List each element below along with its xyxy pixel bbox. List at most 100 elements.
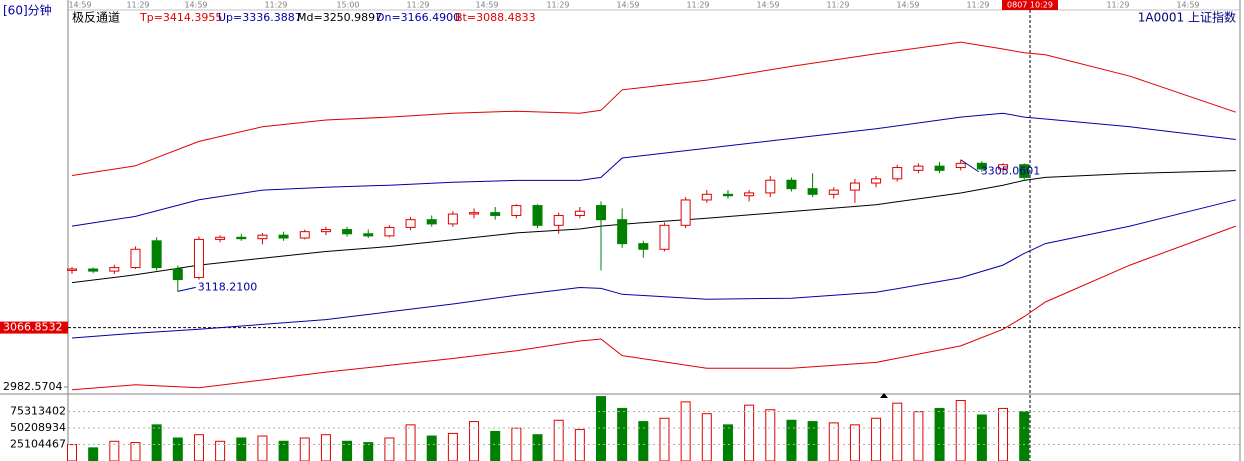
- x-tick-label: 14:59: [1176, 1, 1199, 10]
- volume-bar: [596, 396, 606, 461]
- y-tick-label: 3066.8532: [3, 321, 63, 334]
- cursor-time-box: [1002, 0, 1058, 10]
- volume-bar: [871, 417, 882, 461]
- candle-body: [130, 248, 141, 269]
- candle-body: [215, 236, 226, 240]
- legend-entry: Bt=3088.4833: [455, 11, 536, 24]
- candle-body: [786, 179, 797, 190]
- volume-bar: [765, 409, 776, 461]
- legend-entry: Md=3250.9897: [297, 11, 382, 24]
- annotation-line: [960, 159, 979, 173]
- volume-bar: [934, 407, 945, 461]
- volume-bar: [193, 434, 204, 461]
- candle-body: [596, 205, 606, 221]
- candle-body: [426, 219, 437, 225]
- y-tick-label: 25104467: [10, 438, 66, 451]
- x-tick-label: 11:29: [546, 1, 569, 10]
- legend-entry: Up=3336.3887: [218, 11, 302, 24]
- volume-bar: [257, 435, 268, 461]
- candle-body: [67, 268, 77, 271]
- volume-bar: [786, 419, 797, 461]
- candle-body: [913, 165, 924, 171]
- candle-body: [1019, 164, 1030, 178]
- indicator-name: 极反通道: [72, 11, 120, 25]
- volume-bar: [67, 444, 77, 461]
- x-tick-label: 14:59: [756, 1, 779, 10]
- marker: [880, 393, 888, 398]
- volume-bar: [701, 413, 712, 461]
- volume-bar: [680, 401, 691, 461]
- volume-bar: [469, 421, 480, 461]
- x-tick-label: 14:59: [616, 1, 639, 10]
- y-tick-label: 50208934: [10, 421, 66, 434]
- candle-body: [469, 212, 480, 215]
- band-line: [71, 112, 1236, 227]
- annotation-line: [177, 286, 196, 292]
- candle-body: [553, 214, 564, 226]
- symbol: 1A0001 上证指数: [1138, 10, 1236, 25]
- candle-body: [871, 178, 882, 184]
- volume-bar: [405, 424, 416, 461]
- volume-bar: [236, 437, 247, 461]
- candle-body: [976, 162, 987, 170]
- candle-body: [638, 243, 649, 250]
- candle-body: [236, 236, 247, 240]
- candle-body: [151, 240, 162, 269]
- volume-bar: [172, 437, 183, 461]
- volume-bar: [511, 427, 522, 461]
- cursor-price-box: [0, 321, 68, 334]
- volume-bar: [744, 404, 755, 461]
- volume-bar: [88, 447, 99, 461]
- x-tick-label: 14:59: [896, 1, 919, 10]
- volume-bar: [320, 434, 331, 461]
- candle-body: [934, 165, 945, 171]
- volume-bar: [553, 419, 564, 461]
- y-tick-label: 2982.5704: [3, 380, 63, 393]
- candle-body: [659, 224, 670, 250]
- candle-body: [405, 219, 416, 228]
- candle-body: [574, 210, 585, 216]
- candle-body: [193, 238, 204, 278]
- band-line: [71, 199, 1236, 339]
- volume-bar: [828, 422, 839, 461]
- band-line: [71, 170, 1236, 284]
- candle-body: [701, 193, 712, 201]
- x-tick-label: 14:59: [68, 1, 91, 10]
- annotation-label: 3305.0601: [981, 165, 1041, 178]
- volume-bar: [532, 434, 543, 461]
- volume-bar: [638, 421, 649, 461]
- candle-body: [744, 192, 755, 197]
- candle-body: [320, 229, 331, 233]
- legend-entry: Tp=3414.3955: [139, 11, 222, 24]
- volume-bar: [913, 411, 924, 461]
- volume-bar: [976, 414, 987, 461]
- legend-entry: Dn=3166.4900: [376, 11, 460, 24]
- x-tick-label: 11:29: [264, 1, 287, 10]
- x-tick-label: 14:59: [184, 1, 207, 10]
- band-line: [71, 225, 1236, 391]
- volume-bar: [130, 442, 141, 461]
- x-tick-label: 11:29: [126, 1, 149, 10]
- band-line: [71, 41, 1236, 176]
- candle-body: [363, 233, 374, 237]
- x-tick-label: 11:29: [1106, 1, 1129, 10]
- x-tick-label: 14:59: [475, 1, 498, 10]
- x-tick-label: 11:29: [686, 1, 709, 10]
- candle-body: [617, 219, 628, 245]
- volume-bar: [151, 424, 162, 461]
- volume-bar: [574, 428, 585, 461]
- candle-body: [532, 205, 543, 226]
- candle-body: [722, 193, 733, 197]
- period-label: [60]分钟: [3, 3, 52, 18]
- candle-body: [765, 179, 776, 194]
- candle-body: [807, 188, 818, 195]
- candle-body: [828, 189, 839, 195]
- volume-bar: [955, 400, 966, 461]
- volume-bar: [998, 407, 1009, 461]
- candle-body: [511, 205, 522, 216]
- volume-bar: [1019, 411, 1030, 461]
- x-tick-label: 11:29: [966, 1, 989, 10]
- volume-bar: [426, 435, 437, 461]
- x-tick-label: 11:29: [826, 1, 849, 10]
